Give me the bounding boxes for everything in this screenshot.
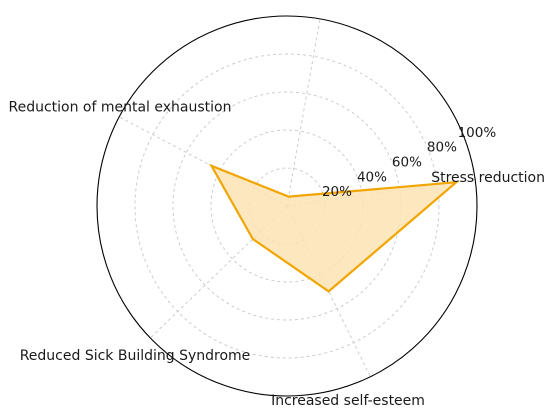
tick-label: 20% (322, 184, 352, 200)
tick-label: 60% (392, 154, 422, 170)
category-label: Stress reduction (431, 170, 545, 186)
tick-label: 80% (427, 140, 457, 156)
category-labels: Stress reduction Immunological improvemen… (8, 0, 545, 409)
category-label: Reduction of mental exhaustion (8, 99, 231, 115)
tick-label: 100% (458, 125, 497, 141)
category-label: Increased self-esteem (271, 393, 425, 409)
grid-ring (134, 53, 440, 359)
category-label: Immunological improvement (226, 0, 428, 1)
series-polygon (209, 163, 460, 293)
tick-label: 40% (357, 169, 387, 185)
grid-spoke (286, 18, 321, 207)
radial-tick-labels: 20% 40% 60% 80%100% (322, 125, 496, 200)
radar-frame (96, 15, 478, 397)
category-label: Reduced Sick Building Syndrome (20, 348, 251, 364)
